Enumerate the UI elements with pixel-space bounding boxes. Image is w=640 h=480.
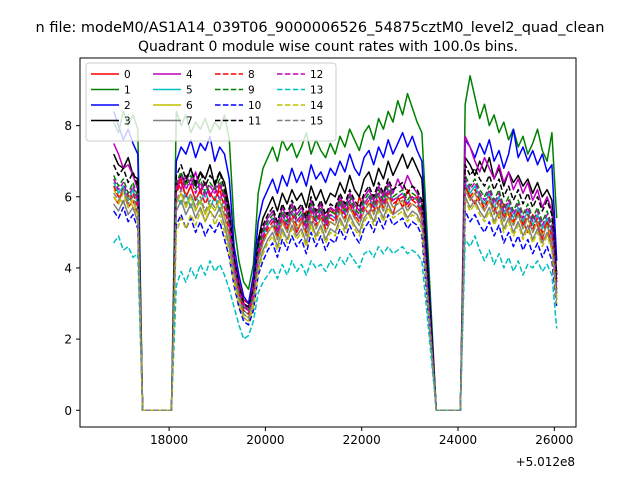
legend-label-6: 6 bbox=[186, 100, 193, 112]
x-tick-label: 18000 bbox=[150, 433, 188, 447]
x-axis: 18000 20000 22000 24000 26000 bbox=[150, 427, 573, 447]
y-tick-label: 6 bbox=[64, 190, 72, 204]
legend-label-15: 15 bbox=[310, 116, 323, 128]
y-tick-label: 4 bbox=[64, 261, 72, 275]
x-offset-label: +5.012e8 bbox=[516, 455, 575, 469]
legend-box bbox=[85, 62, 337, 142]
legend-label-9: 9 bbox=[248, 85, 255, 97]
legend-label-11: 11 bbox=[248, 116, 261, 128]
legend-label-2: 2 bbox=[124, 100, 131, 112]
legend-label-4: 4 bbox=[186, 69, 193, 81]
legend-label-5: 5 bbox=[186, 85, 193, 97]
series-line-12 bbox=[113, 174, 558, 412]
series-line-9 bbox=[113, 171, 558, 412]
series-line-11 bbox=[113, 164, 558, 412]
y-tick-label: 0 bbox=[64, 404, 72, 418]
legend-label-0: 0 bbox=[124, 69, 131, 81]
legend-label-3: 3 bbox=[124, 116, 131, 128]
legend-label-14: 14 bbox=[310, 100, 324, 112]
y-tick-label: 8 bbox=[64, 119, 72, 133]
series-line-3 bbox=[113, 153, 558, 412]
series-line-2 bbox=[112, 111, 558, 412]
series-line-10 bbox=[113, 206, 558, 412]
series-line-15 bbox=[113, 188, 558, 412]
legend-label-1: 1 bbox=[124, 85, 131, 97]
series-lines bbox=[112, 75, 558, 412]
y-axis: 0 2 4 6 8 bbox=[64, 119, 80, 418]
figure-suptitle: n file: modeM0/AS1A14_039T06_9000006526_… bbox=[36, 20, 605, 36]
x-tick-label: 20000 bbox=[246, 433, 284, 447]
series-line-7 bbox=[113, 196, 558, 412]
series-line-14 bbox=[113, 192, 558, 412]
series-line-13 bbox=[113, 235, 558, 412]
legend-label-13: 13 bbox=[310, 85, 323, 97]
legend-label-8: 8 bbox=[248, 69, 255, 81]
legend-label-10: 10 bbox=[248, 100, 261, 112]
x-tick-label: 22000 bbox=[343, 433, 381, 447]
x-tick-label: 26000 bbox=[535, 433, 573, 447]
plot-frame bbox=[79, 57, 577, 428]
y-tick-label: 2 bbox=[64, 333, 72, 347]
x-tick-label: 24000 bbox=[439, 433, 477, 447]
legend-label-12: 12 bbox=[310, 69, 323, 81]
series-line-4 bbox=[113, 135, 558, 412]
chart-title: Quadrant 0 module wise count rates with … bbox=[138, 39, 518, 55]
series-line-8 bbox=[113, 181, 558, 412]
legend-label-7: 7 bbox=[186, 116, 193, 128]
